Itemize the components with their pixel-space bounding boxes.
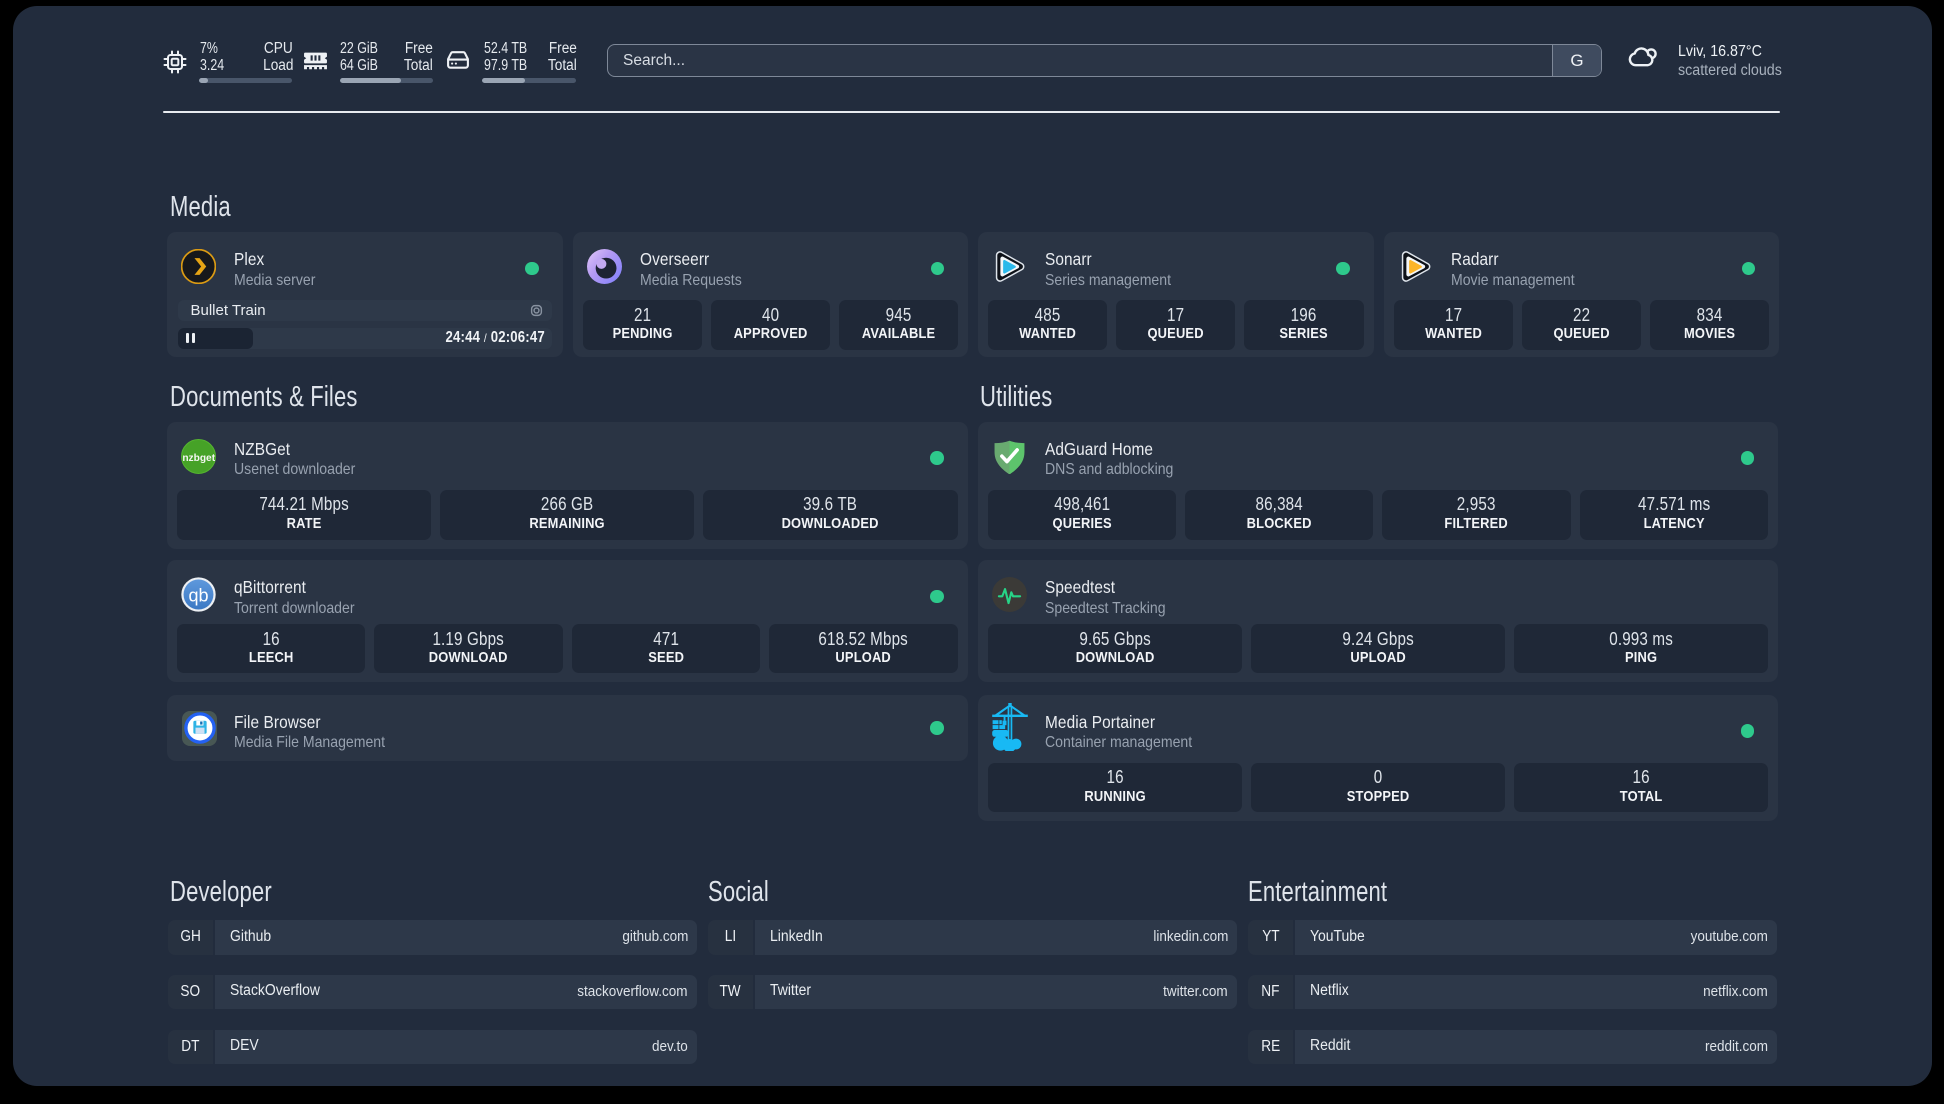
- svg-text:nzbget: nzbget: [182, 452, 215, 463]
- svg-text:qb: qb: [188, 585, 208, 605]
